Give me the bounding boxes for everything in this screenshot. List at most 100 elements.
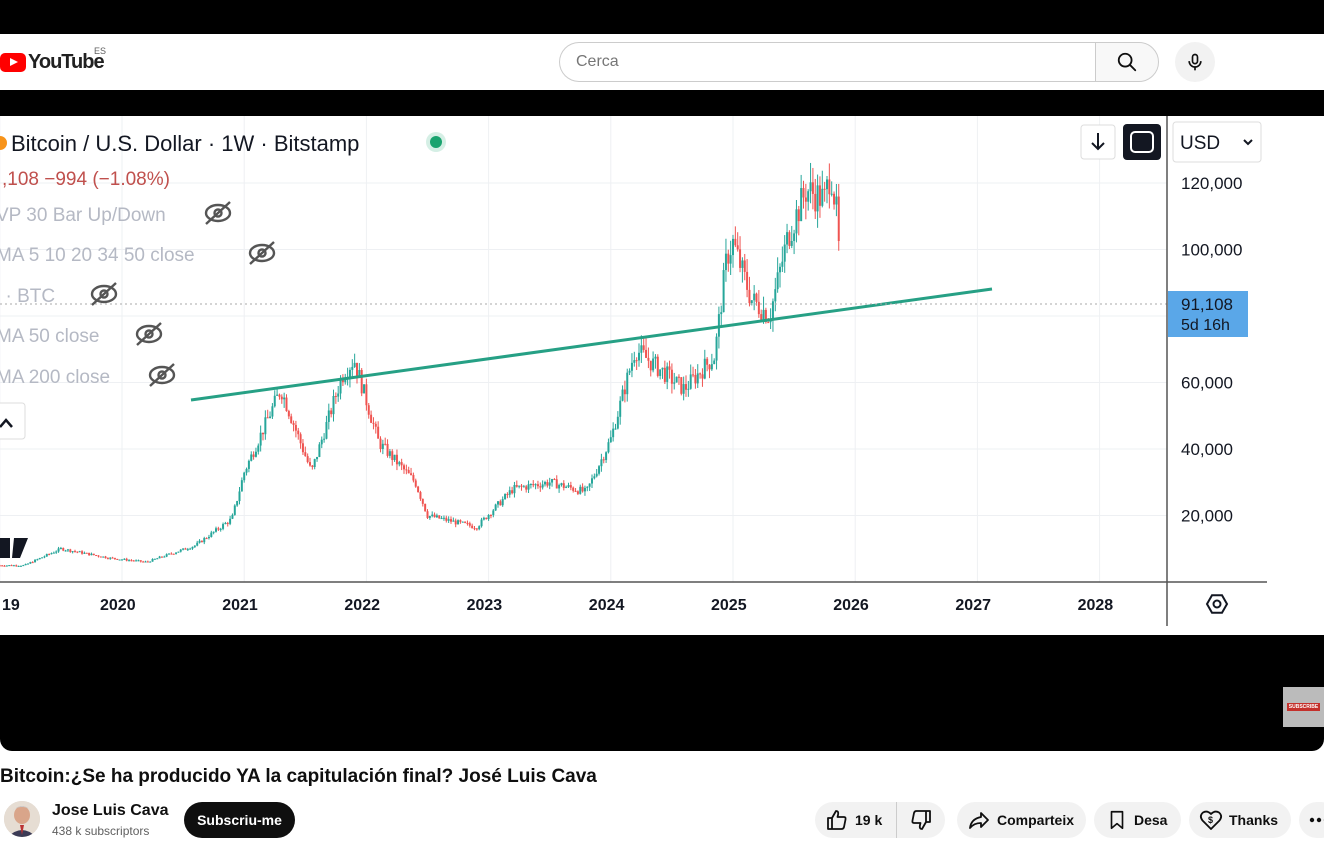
btc-chart: Bitcoin / U.S. Dollar · 1W · Bitstamp ,1… <box>0 116 1267 626</box>
candle-body <box>309 462 311 466</box>
candle-body <box>163 556 166 558</box>
candle-body <box>0 565 1 567</box>
subscribe-button[interactable]: Subscriu-me <box>184 802 295 838</box>
candle-body <box>278 394 281 397</box>
thanks-button[interactable]: $ Thanks <box>1189 802 1291 838</box>
like-count: 19 k <box>855 812 883 828</box>
candle-body <box>701 374 704 379</box>
fullscreen-button[interactable] <box>1123 124 1161 160</box>
candle-body <box>219 528 222 530</box>
dislike-button[interactable] <box>897 802 944 838</box>
indicator-1: VP 30 Bar Up/Down <box>0 205 166 226</box>
subscribe-watermark[interactable]: SUBSCRIBE <box>1283 687 1324 727</box>
avatar-portrait <box>4 801 40 837</box>
indicator-2: MA 5 10 20 34 50 close <box>0 245 195 266</box>
candle-body <box>52 552 55 554</box>
candle-body <box>442 517 445 519</box>
candle-body <box>659 369 662 376</box>
indicator-list: VP 30 Bar Up/Down MA 5 10 20 34 50 close… <box>0 205 195 388</box>
candle-body <box>480 519 483 527</box>
candle-body <box>595 473 598 477</box>
candle-body <box>797 209 800 222</box>
candle-body <box>706 358 709 365</box>
candle-body <box>177 551 180 553</box>
more-horizontal-icon <box>1309 817 1324 823</box>
candle-body <box>182 548 185 550</box>
candle-body <box>499 501 502 506</box>
candle-body <box>81 551 84 554</box>
search-button[interactable] <box>1095 42 1159 82</box>
microphone-icon <box>1188 53 1202 71</box>
channel-name[interactable]: Jose Luis Cava <box>52 802 169 819</box>
candle-body <box>553 479 556 481</box>
candle-body <box>276 394 279 396</box>
candle-body <box>576 491 579 494</box>
settings-icon[interactable] <box>1205 594 1229 614</box>
candle-body <box>414 480 417 487</box>
candle-body <box>121 559 123 561</box>
candle-body <box>99 556 102 558</box>
candle-body <box>193 545 196 547</box>
candle-body <box>283 397 286 400</box>
more-actions-button[interactable] <box>1299 802 1324 838</box>
candle-body <box>529 484 532 486</box>
candle-body <box>736 245 739 250</box>
candle-body <box>424 503 427 512</box>
candle-body <box>466 522 469 524</box>
eye-off-icon <box>148 363 176 387</box>
candle-body <box>833 193 836 205</box>
currency-label: USD <box>1180 133 1220 154</box>
candle-body <box>565 486 568 488</box>
candle-body <box>215 528 217 532</box>
candle-body <box>370 414 373 423</box>
collapse-legend-button[interactable] <box>0 402 26 440</box>
like-button[interactable]: 19 k <box>815 802 897 838</box>
candle-body <box>316 456 319 460</box>
candle-body <box>527 484 530 490</box>
candle-body <box>17 565 20 567</box>
candle-body <box>417 486 420 493</box>
video-player[interactable]: Bitcoin / U.S. Dollar · 1W · Bitstamp ,1… <box>0 90 1324 751</box>
candle-body <box>36 559 39 561</box>
candle-body <box>320 439 323 445</box>
candle-body <box>381 443 384 449</box>
candle-body <box>638 352 640 361</box>
candle-body <box>520 485 523 487</box>
bookmark-icon <box>1110 810 1124 830</box>
candle-body <box>548 482 551 486</box>
candle-body <box>88 552 91 556</box>
candle-body <box>630 362 633 371</box>
candle-body <box>588 483 591 487</box>
candle-body <box>76 551 79 553</box>
candle-body <box>710 364 713 370</box>
save-button[interactable]: Desa <box>1094 802 1181 838</box>
channel-avatar[interactable] <box>4 801 40 837</box>
candle-body <box>558 485 561 489</box>
indicator-3: l · BTC <box>0 286 55 307</box>
candle-body <box>45 554 48 557</box>
share-button[interactable]: Comparteix <box>957 802 1086 838</box>
voice-search-button[interactable] <box>1175 42 1215 82</box>
search-input[interactable] <box>559 42 1096 82</box>
candle-body <box>539 486 542 488</box>
candle-body <box>828 179 831 195</box>
candle-body <box>471 525 474 529</box>
candle-body <box>207 536 210 539</box>
candle-body <box>198 540 201 543</box>
candle-body <box>332 395 335 415</box>
candle-body <box>243 472 246 481</box>
candle-body <box>280 396 283 400</box>
candle-body <box>301 443 304 453</box>
candle-body <box>835 196 838 205</box>
thumbs-up-icon <box>827 810 847 830</box>
candle-body <box>445 517 448 521</box>
candle-body <box>15 565 18 567</box>
candle-body <box>19 565 22 567</box>
candle-body <box>318 444 321 457</box>
x-tick-label: 2021 <box>222 597 258 614</box>
candle-body <box>623 389 626 395</box>
y-tick-label: 60,000 <box>1181 374 1233 393</box>
candle-body <box>358 369 361 376</box>
currency-select[interactable] <box>1172 121 1262 163</box>
youtube-logo[interactable]: YouTube ES <box>0 46 106 75</box>
